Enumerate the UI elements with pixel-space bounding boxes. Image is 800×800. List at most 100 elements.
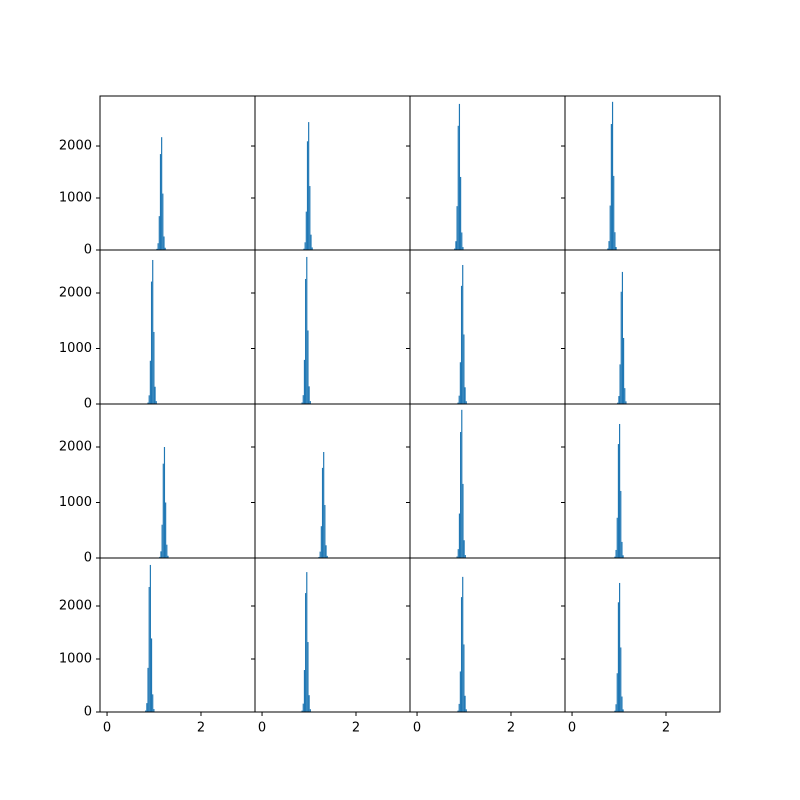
histogram-bar [307,642,309,712]
histogram-bar [464,555,466,558]
histogram-bar [621,271,624,404]
histogram-bar [324,505,326,558]
histogram-bar [303,359,306,404]
histogram-bar [458,395,460,404]
x-tick-label: 0 [413,721,421,736]
axes-frame [254,403,411,559]
histogram-bar [613,175,615,250]
y-tick-label: 2000 [59,286,92,301]
histogram-bar [147,667,149,712]
histogram-bar [311,247,313,250]
histogram-bar [462,264,464,404]
axes-frame [254,557,411,713]
histogram-bar [148,395,150,404]
histogram-bar [464,387,466,404]
histogram-bar [163,447,166,558]
histogram-bar [614,556,616,558]
histogram-bar [303,670,306,712]
histogram-bar [619,582,621,712]
histogram-bar [460,597,463,712]
histogram-bar [321,467,324,558]
histogram-bar [460,176,462,250]
histogram-bar [462,247,464,250]
histogram-bar [150,638,153,712]
histogram-bar [621,541,623,558]
histogram-bar [458,103,461,250]
histogram-bar [309,709,311,712]
histogram-bar [149,360,151,404]
axes-frame [564,95,721,251]
histogram-bar [460,285,463,404]
histogram-bar [611,101,614,250]
histogram-bar [461,409,463,558]
histogram-bar [459,362,461,404]
histogram-bar [619,364,621,404]
x-tick-label: 0 [568,721,576,736]
x-tick-label: 0 [103,721,111,736]
histogram-bar [621,696,623,712]
histogram-bar [620,490,622,558]
histogram-bar [161,524,163,558]
histogram-bar [150,281,153,404]
histogram-bar [153,331,155,404]
histogram-bar [326,555,328,558]
histogram-bar [162,193,164,250]
histogram-bar [457,549,459,558]
y-tick-label: 1000 [59,495,92,510]
histogram-bar [149,564,151,712]
axes-frame [99,249,256,405]
axes-frame [409,403,566,559]
histogram-bar [318,556,320,558]
histogram-bar [456,206,458,250]
histogram-bar [304,242,306,250]
axes-frame [564,403,721,559]
histogram-bar [617,402,619,404]
histogram-bar [455,241,457,250]
histogram-bar [620,291,622,404]
histogram-bar [301,402,303,404]
axes-frame [409,557,566,713]
histogram-bar [159,556,161,558]
histogram-bar [616,673,618,712]
x-tick-label: 0 [258,721,266,736]
histogram-bar [310,234,312,250]
axes-frame [99,95,256,251]
histogram-bar [164,247,166,250]
axes-frame [409,95,566,251]
histogram-bar [308,386,310,404]
histogram-bar [465,709,467,712]
histogram-bar [306,141,309,250]
y-tick-label: 0 [84,243,92,258]
histogram-bar [303,248,305,250]
histogram-bar [165,502,167,558]
histogram-bar [457,710,459,712]
histogram-bar [325,545,327,558]
y-tick-label: 0 [84,397,92,412]
histogram-bar [160,551,162,558]
y-tick-label: 0 [84,551,92,566]
histogram-bar [156,248,158,250]
histogram-bar [609,205,611,250]
histogram-bar [615,549,617,558]
histogram-bar [607,248,609,250]
histogram-bar [458,513,461,558]
histogram-bar [153,709,155,712]
histogram-bar [145,710,147,712]
histogram-bar [307,330,309,404]
histogram-bar [302,395,304,404]
histogram-bar [456,556,458,558]
histogram-bar [461,232,463,250]
histogram-bar [154,386,156,404]
histogram-bar [615,247,617,250]
histogram-bar [620,647,622,712]
histogram-bar [323,452,325,558]
histogram-bar [308,122,310,250]
histogram-bar [306,256,308,404]
axes-frame [99,557,256,713]
histogram-bar [459,671,461,712]
y-tick-label: 0 [84,705,92,720]
histogram-bar [625,401,627,404]
axes-frame [564,557,721,713]
histogram-bar [159,154,162,250]
histogram-bar [462,576,464,712]
